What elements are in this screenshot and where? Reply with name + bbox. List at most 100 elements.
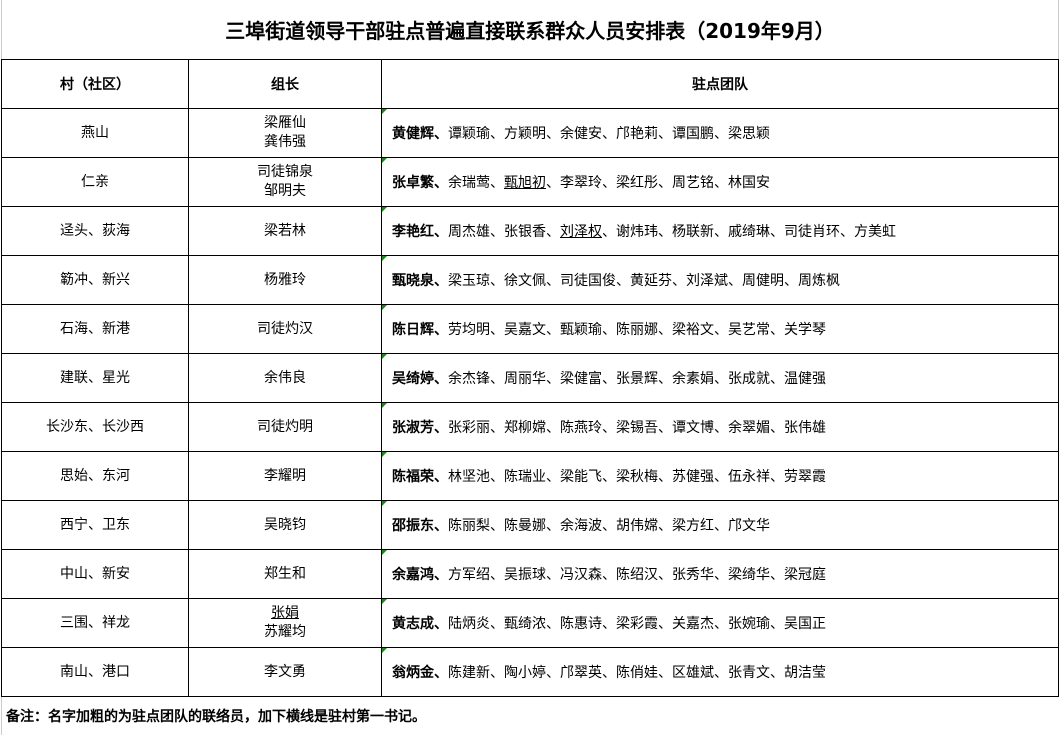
village-cell[interactable]: 中山、新安 — [1, 549, 189, 599]
team-member-name: 黄延芬 — [630, 273, 672, 289]
team-cell[interactable]: 黄健辉、谭颖瑜、方颖明、余健安、邝艳莉、谭国鹏、梁思颖 — [381, 108, 1059, 158]
team-cell[interactable]: 翁炳金、陈建新、陶小婷、邝翠英、陈俏娃、区雄斌、张青文、胡洁莹 — [381, 647, 1059, 697]
separator: 、 — [434, 567, 448, 583]
team-member-name: 方军绍 — [448, 567, 490, 583]
team-member-name: 吴国正 — [784, 616, 826, 632]
leader-cell[interactable]: 吴晓钧 — [188, 500, 382, 550]
separator: 、 — [770, 469, 784, 485]
team-cell[interactable]: 李艳红、周杰雄、张银香、刘泽权、谢炜玮、杨联新、戚绮琳、司徒肖环、方美虹 — [381, 206, 1059, 256]
separator: 、 — [434, 224, 448, 240]
header-village[interactable]: 村（社区） — [1, 59, 189, 109]
team-cell[interactable]: 余嘉鸿、方军绍、吴振球、冯汉森、陈绍汉、张秀华、梁绮华、梁冠庭 — [381, 549, 1059, 599]
village-cell[interactable]: 石海、新港 — [1, 304, 189, 354]
team-member-name: 梁冠庭 — [784, 567, 826, 583]
village-cell[interactable]: 思始、东河 — [1, 451, 189, 501]
team-member-name: 戚绮琳 — [728, 224, 770, 240]
village-cell[interactable]: 燕山 — [1, 108, 189, 158]
separator: 、 — [546, 322, 560, 338]
team-cell[interactable]: 甄晓泉、梁玉琼、徐文佩、司徒国俊、黄延芬、刘泽斌、周健明、周炼枫 — [381, 255, 1059, 305]
team-cell[interactable]: 吴绮婷、余杰锋、周丽华、梁健富、张景辉、余素娟、张成就、温健强 — [381, 353, 1059, 403]
separator: 、 — [490, 371, 504, 387]
leader-cell[interactable]: 司徒锦泉 邹明夫 — [188, 157, 382, 207]
leader-cell[interactable]: 李文勇 — [188, 647, 382, 697]
team-member-name: 谭颖瑜 — [448, 126, 490, 142]
separator: 、 — [714, 567, 728, 583]
separator: 、 — [490, 126, 504, 142]
village-cell[interactable]: 簕冲、新兴 — [1, 255, 189, 305]
leader-cell[interactable]: 李耀明 — [188, 451, 382, 501]
village-cell[interactable]: 仁亲 — [1, 157, 189, 207]
team-member-name: 吴嘉文 — [504, 322, 546, 338]
separator: 、 — [616, 273, 630, 289]
team-member-name: 余瑞莺 — [448, 175, 490, 191]
leader-cell[interactable]: 张娟 苏耀均 — [188, 598, 382, 648]
separator: 、 — [770, 420, 784, 436]
team-member-name: 刘泽斌 — [686, 273, 728, 289]
village-cell[interactable]: 西宁、卫东 — [1, 500, 189, 550]
team-cell[interactable]: 张淑芳、张彩丽、郑柳嫦、陈燕玲、梁锡吾、谭文博、余翠媚、张伟雄 — [381, 402, 1059, 452]
separator: 、 — [658, 518, 672, 534]
separator: 、 — [770, 567, 784, 583]
team-member-name: 吴振球 — [504, 567, 546, 583]
separator: 、 — [770, 616, 784, 632]
team-member-name: 梁彩霞 — [616, 616, 658, 632]
team-member-name: 陈丽梨 — [448, 518, 490, 534]
leader-name: 李文勇 — [264, 663, 306, 680]
separator: 、 — [658, 420, 672, 436]
separator: 、 — [546, 126, 560, 142]
team-member-name: 梁裕文 — [672, 322, 714, 338]
footnote[interactable]: 备注：名字加粗的为驻点团队的联络员，加下横线是驻村第一书记。 — [1, 696, 1059, 735]
team-cell[interactable]: 黄志成、陆炳炎、甄绮浓、陈惠诗、梁彩霞、关嘉杰、张婉瑜、吴国正 — [381, 598, 1059, 648]
separator: 、 — [602, 224, 616, 240]
team-member-name: 陈曼娜 — [504, 518, 546, 534]
team-member-name: 杨联新 — [672, 224, 714, 240]
liaison-name: 张淑芳 — [392, 420, 434, 436]
separator: 、 — [434, 420, 448, 436]
separator: 、 — [434, 175, 448, 191]
table-row: 三围、祥龙 张娟 苏耀均 黄志成、陆炳炎、甄绮浓、陈惠诗、梁彩霞、关嘉杰、张婉瑜、吴国… — [1, 598, 1059, 648]
village-cell[interactable]: 三围、祥龙 — [1, 598, 189, 648]
team-member-name: 周健明 — [742, 273, 784, 289]
team-member-name: 陆炳炎 — [448, 616, 490, 632]
separator: 、 — [546, 175, 560, 191]
team-cell[interactable]: 邵振东、陈丽梨、陈曼娜、余海波、胡伟嫦、梁方红、邝文华 — [381, 500, 1059, 550]
separator: 、 — [770, 371, 784, 387]
village-cell[interactable]: 南山、港口 — [1, 647, 189, 697]
team-member-name: 吴艺常 — [728, 322, 770, 338]
team-cell[interactable]: 陈日辉、劳均明、吴嘉文、甄颖瑜、陈丽娜、梁裕文、吴艺常、关学琴 — [381, 304, 1059, 354]
leader-cell[interactable]: 梁若林 — [188, 206, 382, 256]
team-member-name: 张伟雄 — [784, 420, 826, 436]
header-team[interactable]: 驻点团队 — [381, 59, 1059, 109]
village-cell[interactable]: 建联、星光 — [1, 353, 189, 403]
leader-name: 苏耀均 — [264, 624, 306, 640]
separator: 、 — [658, 322, 672, 338]
leader-cell[interactable]: 余伟良 — [188, 353, 382, 403]
table-row: 迳头、荻海 梁若林 李艳红、周杰雄、张银香、刘泽权、谢炜玮、杨联新、戚绮琳、司徒肖环… — [1, 206, 1059, 256]
team-cell[interactable]: 张卓繁、余瑞莺、甄旭初、李翠玲、梁红彤、周艺铭、林国安 — [381, 157, 1059, 207]
team-member-name: 冯汉森 — [560, 567, 602, 583]
separator: 、 — [490, 518, 504, 534]
header-leader[interactable]: 组长 — [188, 59, 382, 109]
team-member-name: 李翠玲 — [560, 175, 602, 191]
separator: 、 — [490, 420, 504, 436]
leader-cell[interactable]: 郑生和 — [188, 549, 382, 599]
team-member-name: 司徒肖环 — [784, 224, 840, 240]
separator: 、 — [546, 567, 560, 583]
separator: 、 — [490, 224, 504, 240]
team-cell[interactable]: 陈福荣、林坚池、陈瑞业、梁能飞、梁秋梅、苏健强、伍永祥、劳翠霞 — [381, 451, 1059, 501]
leader-cell[interactable]: 司徒灼汉 — [188, 304, 382, 354]
table-title[interactable]: 三埠街道领导干部驻点普遍直接联系群众人员安排表（2019年9月） — [1, 0, 1059, 60]
leader-cell[interactable]: 梁雁仙 龚伟强 — [188, 108, 382, 158]
leader-cell[interactable]: 司徒灼明 — [188, 402, 382, 452]
table-row: 建联、星光 余伟良 吴绮婷、余杰锋、周丽华、梁健富、张景辉、余素娟、张成就、温健强 — [1, 353, 1059, 403]
village-cell[interactable]: 迳头、荻海 — [1, 206, 189, 256]
leader-name: 司徒灼汉 — [257, 320, 313, 337]
team-member-name: 林坚池 — [448, 469, 490, 485]
separator: 、 — [714, 175, 728, 191]
team-member-name: 余杰锋 — [448, 371, 490, 387]
team-member-name: 谭文博 — [672, 420, 714, 436]
village-cell[interactable]: 长沙东、长沙西 — [1, 402, 189, 452]
separator: 、 — [658, 224, 672, 240]
leader-cell[interactable]: 杨雅玲 — [188, 255, 382, 305]
